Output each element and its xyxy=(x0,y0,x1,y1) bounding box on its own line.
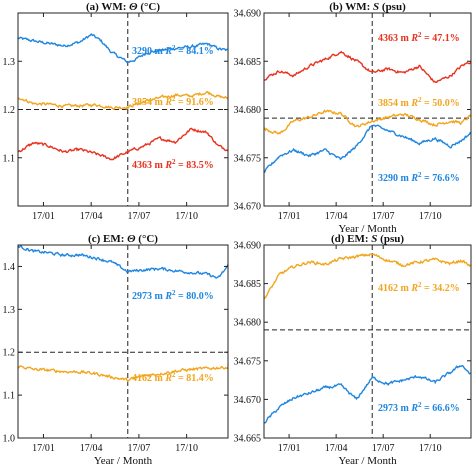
series-line-3290m xyxy=(264,124,471,174)
series-line-3290m xyxy=(18,33,228,64)
series-annotation: 4162 m R2 = 81.4% xyxy=(132,371,214,384)
y-tick-label: 1.3 xyxy=(3,305,16,316)
y-tick-label: 34.680 xyxy=(234,318,262,329)
series-annotation: 3290 m R2 = 84.1% xyxy=(132,44,214,57)
series-annotation: 2973 m R2 = 66.6% xyxy=(378,401,460,414)
y-tick-label: 34.685 xyxy=(234,279,262,290)
series-annotation: 3854 m R2 = 91.6% xyxy=(132,95,214,108)
panel-title: (b) WM: S (psu) xyxy=(329,1,406,13)
x-tick-label: 17/10 xyxy=(419,211,442,222)
x-tick-label: 17/07 xyxy=(372,443,395,454)
x-tick-label: 17/01 xyxy=(278,443,301,454)
y-tick-label: 34.670 xyxy=(234,202,262,213)
x-tick-label: 17/10 xyxy=(419,443,442,454)
x-tick-label: 17/01 xyxy=(278,211,301,222)
series-annotation: 2973 m R2 = 80.0% xyxy=(132,289,214,302)
y-tick-label: 1.2 xyxy=(3,105,16,116)
panel-title: (c) EM: Θ (°C) xyxy=(88,233,158,245)
x-tick-label: 17/04 xyxy=(80,211,103,222)
y-tick-label: 34.665 xyxy=(234,434,262,445)
panel-b: 4363 m R2 = 47.1% 3854 m R2 = 50.0% 3290 m… xyxy=(234,1,472,235)
y-tick-label: 1.1 xyxy=(3,391,16,402)
panel-a: 3290 m R2 = 84.1% 3854 m R2 = 91.6% 4363 m… xyxy=(3,1,229,222)
plot-frame xyxy=(17,244,229,439)
x-tick-label: 17/04 xyxy=(325,211,348,222)
series-line-2973m xyxy=(18,245,228,279)
panel-title: (a) WM: Θ (°C) xyxy=(86,1,160,13)
series-line-4363m xyxy=(264,50,471,84)
series-annotation: 3290 m R2 = 76.6% xyxy=(378,171,460,184)
y-tick-label: 34.685 xyxy=(234,57,262,68)
x-tick-label: 17/07 xyxy=(372,211,395,222)
y-tick-label: 1.0 xyxy=(3,434,16,445)
x-axis-label: Year / Month xyxy=(338,223,397,235)
y-tick-label: 34.690 xyxy=(234,9,262,20)
series-annotation: 4363 m R2 = 47.1% xyxy=(378,31,460,44)
panel-c: 2973 m R2 = 80.0% 4162 m R2 = 81.4% 1.0 1.1… xyxy=(3,233,229,467)
x-tick-label: 17/01 xyxy=(32,211,55,222)
y-tick-label: 34.690 xyxy=(234,241,262,252)
x-tick-label: 17/07 xyxy=(128,211,151,222)
x-tick-label: 17/07 xyxy=(128,443,151,454)
series-line-3854m xyxy=(18,90,228,110)
x-axis-label: Year / Month xyxy=(338,455,397,467)
y-tick-label: 1.4 xyxy=(3,262,16,273)
panel-d: 4162 m R2 = 34.2% 2973 m R2 = 66.6% 34.665… xyxy=(234,233,472,467)
y-tick-label: 34.680 xyxy=(234,105,262,116)
series-annotation: 3854 m R2 = 50.0% xyxy=(378,96,460,109)
x-tick-label: 17/10 xyxy=(175,443,198,454)
series-line-3854m xyxy=(264,109,471,135)
x-tick-label: 17/04 xyxy=(80,443,103,454)
panel-title: (d) EM: S (psu) xyxy=(331,233,404,245)
x-axis-label: Year / Month xyxy=(94,455,153,467)
x-tick-label: 17/04 xyxy=(325,443,348,454)
y-tick-label: 1.2 xyxy=(3,348,16,359)
series-annotation: 4363 m R2 = 83.5% xyxy=(132,158,214,171)
series-line-4363m xyxy=(18,127,228,161)
plot-frame xyxy=(263,244,472,439)
y-tick-label: 1.1 xyxy=(3,153,16,164)
x-tick-label: 17/10 xyxy=(175,211,198,222)
series-line-4162m xyxy=(18,365,228,382)
y-tick-label: 34.670 xyxy=(234,395,262,406)
y-tick-label: 34.675 xyxy=(234,153,262,164)
y-tick-label: 34.675 xyxy=(234,356,262,367)
y-tick-label: 1.3 xyxy=(3,57,16,68)
series-annotation: 4162 m R2 = 34.2% xyxy=(378,281,460,294)
x-tick-label: 17/01 xyxy=(32,443,55,454)
series-line-4162m xyxy=(264,253,471,300)
series-line-2973m xyxy=(264,364,471,424)
